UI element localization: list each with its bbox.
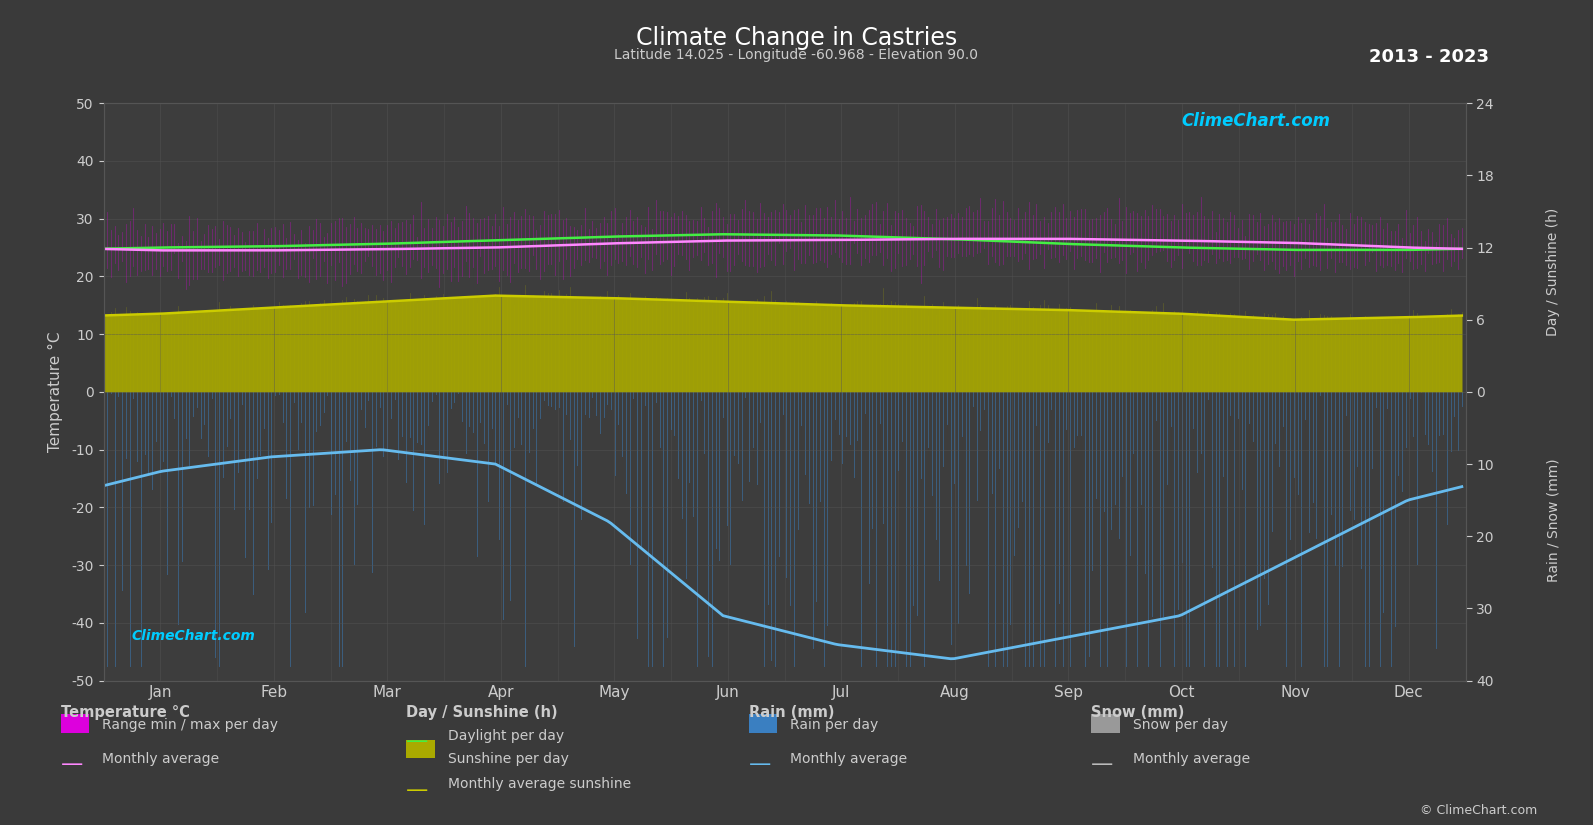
Text: —: — xyxy=(406,780,429,799)
Text: Rain per day: Rain per day xyxy=(790,719,878,732)
Text: 2013 - 2023: 2013 - 2023 xyxy=(1370,48,1489,66)
Text: ClimeChart.com: ClimeChart.com xyxy=(132,629,256,644)
Text: Temperature °C: Temperature °C xyxy=(61,705,190,720)
Text: Climate Change in Castries: Climate Change in Castries xyxy=(636,26,957,50)
Text: Sunshine per day: Sunshine per day xyxy=(448,752,569,766)
Text: © ClimeChart.com: © ClimeChart.com xyxy=(1419,804,1537,817)
Text: Monthly average sunshine: Monthly average sunshine xyxy=(448,777,631,791)
Text: ClimeChart.com: ClimeChart.com xyxy=(1182,112,1330,130)
Text: Rain / Snow (mm): Rain / Snow (mm) xyxy=(1547,458,1560,582)
Text: Day / Sunshine (h): Day / Sunshine (h) xyxy=(406,705,558,720)
Text: Monthly average: Monthly average xyxy=(1133,752,1251,766)
Text: —: — xyxy=(1091,754,1114,774)
Text: Monthly average: Monthly average xyxy=(790,752,908,766)
Text: Snow (mm): Snow (mm) xyxy=(1091,705,1185,720)
Text: Range min / max per day: Range min / max per day xyxy=(102,719,277,732)
Text: —: — xyxy=(749,754,771,774)
Text: Monthly average: Monthly average xyxy=(102,752,220,766)
Text: Rain (mm): Rain (mm) xyxy=(749,705,835,720)
Text: Daylight per day: Daylight per day xyxy=(448,729,564,743)
Text: Snow per day: Snow per day xyxy=(1133,719,1228,732)
Text: Day / Sunshine (h): Day / Sunshine (h) xyxy=(1547,208,1560,337)
Text: —: — xyxy=(61,754,83,774)
Text: —: — xyxy=(406,731,429,751)
Text: Latitude 14.025 - Longitude -60.968 - Elevation 90.0: Latitude 14.025 - Longitude -60.968 - El… xyxy=(615,48,978,62)
Y-axis label: Temperature °C: Temperature °C xyxy=(48,332,64,452)
